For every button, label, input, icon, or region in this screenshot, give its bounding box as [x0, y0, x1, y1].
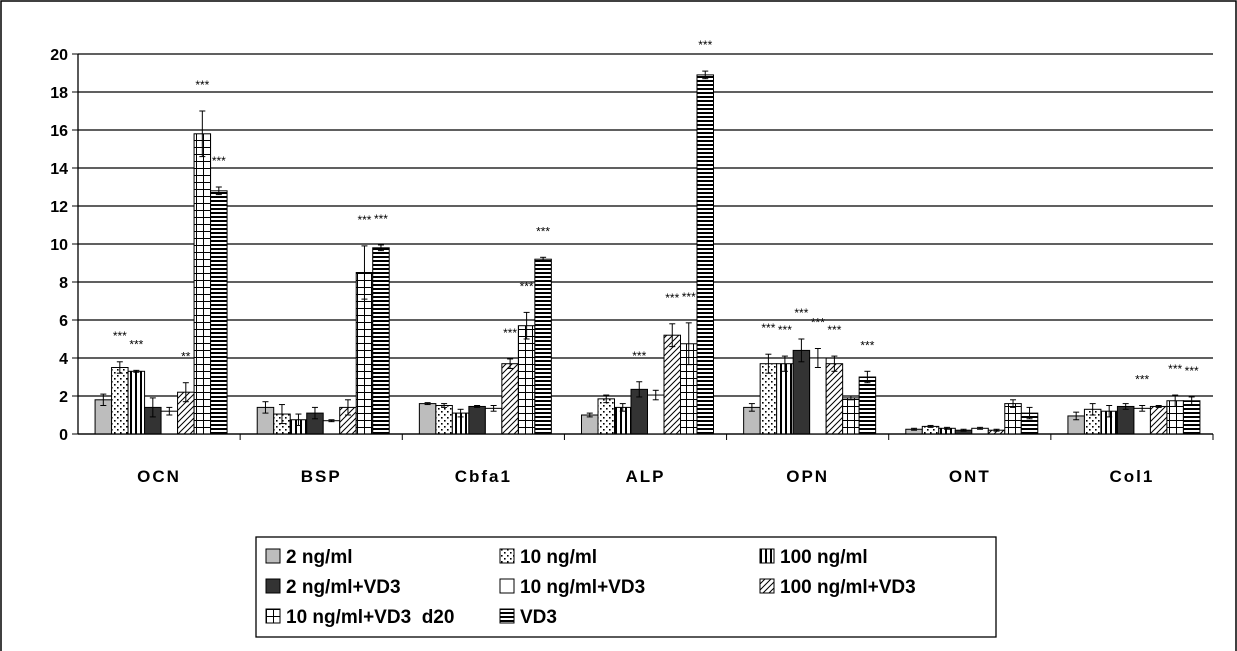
legend-swatch: [499, 548, 515, 564]
bar: [597, 398, 615, 435]
bar: [1182, 400, 1201, 435]
legend-label: VD3: [520, 607, 557, 628]
significance-label: ***: [113, 329, 127, 343]
y-tick-label: 16: [50, 123, 68, 140]
legend-label: 2 ng/ml: [286, 547, 353, 568]
category-label: BSP: [301, 467, 342, 486]
significance-label: ***: [1185, 364, 1199, 378]
significance-label: ***: [1135, 373, 1149, 387]
significance-label: ***: [520, 279, 534, 293]
significance-label: ***: [794, 306, 808, 320]
bar: [418, 403, 437, 435]
bar: [825, 363, 844, 435]
legend-label: 2 ng/ml+VD3: [286, 577, 401, 598]
significance-label: ***: [536, 224, 550, 238]
category-label: ONT: [949, 467, 991, 486]
significance-label: ***: [665, 291, 679, 305]
y-tick-label: 12: [50, 199, 68, 216]
bar: [1116, 405, 1135, 435]
bar: [322, 420, 341, 435]
bar: [534, 258, 552, 435]
legend-swatch: [499, 578, 515, 594]
bar: [842, 397, 860, 435]
significance-label: ***: [503, 326, 517, 340]
category-label: OPN: [786, 467, 829, 486]
legend-swatch: [265, 608, 281, 624]
bar: [776, 363, 794, 435]
bar: [696, 74, 714, 435]
bar: [501, 363, 519, 435]
bar: [372, 247, 390, 435]
legend-label: 100 ng/ml: [780, 547, 868, 568]
significance-label: ***: [374, 212, 388, 226]
y-tick-label: 6: [59, 313, 68, 330]
category-label: Cbfa1: [455, 467, 512, 486]
category-label: Col1: [1110, 467, 1155, 486]
bar: [435, 405, 453, 435]
significance-label: ***: [129, 337, 143, 351]
significance-label: ***: [632, 349, 646, 363]
y-tick-label: 4: [59, 351, 68, 368]
bar: [1133, 407, 1151, 435]
legend-box: [255, 536, 997, 638]
significance-label: ***: [761, 321, 775, 335]
significance-label: ***: [827, 323, 841, 337]
legend-swatch: [499, 608, 515, 624]
y-tick-label: 0: [59, 427, 68, 444]
bar: [809, 357, 827, 435]
bar: [111, 367, 129, 435]
significance-label: ***: [357, 213, 371, 227]
legend-label: 100 ng/ml+VD3: [780, 577, 916, 598]
bar: [792, 349, 811, 435]
significance-label: ***: [682, 290, 696, 304]
bar: [210, 190, 228, 435]
significance-label: ***: [698, 38, 712, 52]
legend-label: 10 ng/ml: [520, 547, 597, 568]
legend-swatch: [265, 578, 281, 594]
bar: [468, 405, 486, 435]
legend-swatch: [759, 578, 775, 594]
bar: [858, 376, 877, 435]
legend-swatch: [265, 548, 281, 564]
significance-label: ***: [195, 78, 209, 92]
y-tick-label: 2: [59, 389, 68, 406]
bar: [581, 414, 599, 435]
category-label: OCN: [137, 467, 181, 486]
y-tick-label: 14: [50, 161, 68, 178]
bar: [647, 394, 665, 435]
y-tick-label: 10: [50, 237, 68, 254]
legend-label: 10 ng/ml+VD3: [520, 577, 645, 598]
category-label: ALP: [626, 467, 666, 486]
significance-label: ***: [212, 154, 226, 168]
significance-label: ***: [1168, 362, 1182, 376]
bar: [127, 370, 146, 435]
bar: [1004, 403, 1022, 435]
legend-label: 10 ng/ml+VD3 d20: [286, 607, 454, 628]
y-tick-label: 8: [59, 275, 68, 292]
y-tick-label: 18: [50, 85, 68, 102]
significance-label: ***: [811, 316, 825, 330]
bar: [193, 133, 212, 435]
bar: [663, 334, 681, 435]
bar: [759, 363, 778, 435]
bar: [1149, 405, 1168, 435]
bar: [517, 325, 536, 435]
significance-label: ***: [778, 323, 792, 337]
bar: [484, 407, 503, 435]
significance-label: **: [181, 350, 191, 364]
y-tick-label: 20: [50, 47, 68, 64]
legend-swatch: [759, 548, 775, 564]
significance-label: ***: [860, 338, 874, 352]
